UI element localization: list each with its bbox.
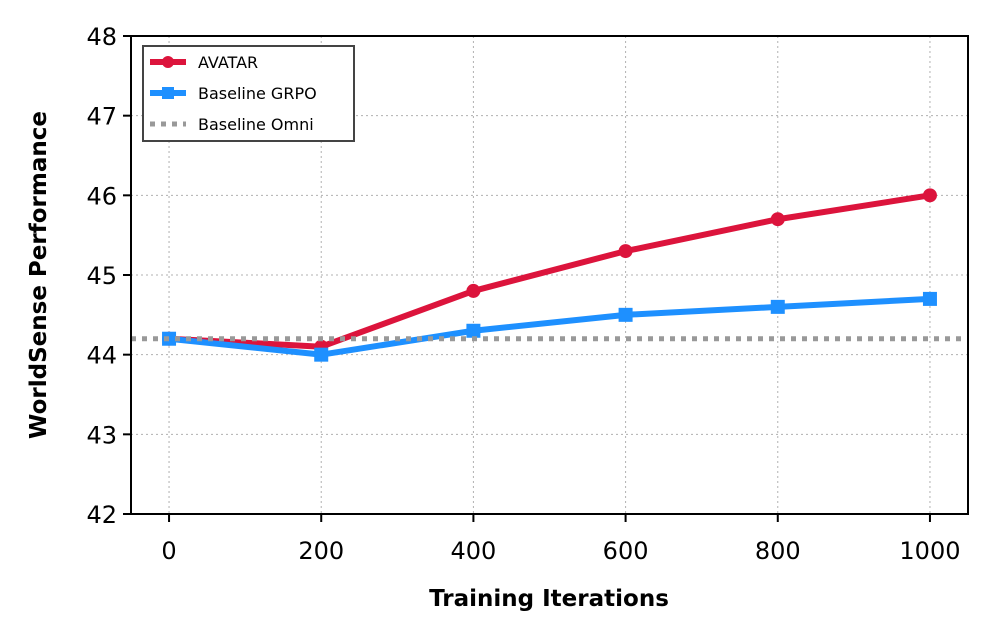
y-tick-label: 46 [86,182,117,210]
y-tick-label: 43 [86,421,117,449]
legend-label-baseline-omni: Baseline Omni [198,115,314,134]
x-axis-title: Training Iterations [429,586,669,612]
x-tick-label: 600 [603,537,649,565]
avatar-point [770,212,785,227]
legend-label-avatar: AVATAR [198,53,258,72]
legend: AVATAR Baseline GRPO Baseline Omni [142,45,355,142]
x-tick-label: 800 [755,537,801,565]
legend-marker-avatar [162,56,174,68]
y-tick-label: 48 [86,23,117,51]
baseline-grpo-line [168,295,931,358]
legend-label-baseline-grpo: Baseline GRPO [198,84,317,103]
x-tick-label: 200 [298,537,344,565]
x-tick-label: 400 [451,537,497,565]
y-tick-label: 42 [86,501,117,529]
baseline-grpo-point [162,331,177,346]
y-tick-label: 47 [86,103,117,131]
baseline-grpo-point [922,291,937,306]
avatar-point [922,188,937,203]
legend-marker-baseline-grpo [162,87,174,99]
baseline-grpo-point [770,299,785,314]
avatar-point [618,244,633,259]
x-tick-label: 0 [161,537,176,565]
baseline-grpo-point [314,347,329,362]
y-tick-label: 45 [86,262,117,290]
baseline-grpo-point [466,323,481,338]
avatar-point [466,283,481,298]
series-layer [131,188,968,362]
y-axis-title: WorldSense Performance [26,111,52,439]
x-tick-label: 1000 [899,537,960,565]
axes: 0 200 400 600 800 1000 42 43 44 45 46 47 48 [86,23,960,565]
avatar-line [168,192,931,350]
y-tick-label: 44 [86,342,117,370]
baseline-grpo-point [618,307,633,322]
